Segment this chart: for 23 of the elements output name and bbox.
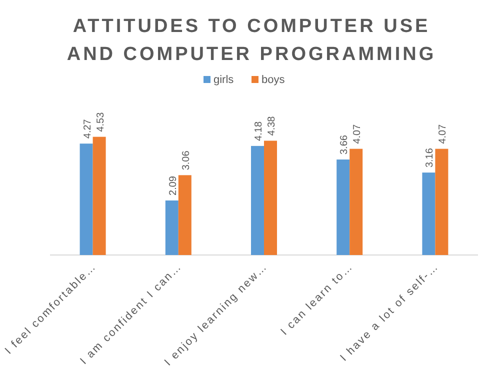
data-label: 4.27 (82, 118, 94, 139)
bar (435, 148, 448, 255)
bar (350, 148, 363, 255)
bar (251, 146, 264, 255)
data-label: 4.18 (254, 121, 264, 141)
bar (92, 136, 106, 255)
data-label: 3.66 (339, 134, 350, 155)
data-label: 4.07 (352, 124, 364, 144)
data-label: 3.16 (424, 148, 436, 168)
chart-title: ATTITUDES TO COMPUTER USE AND COMPUTER PROGRAMMING (66, 16, 436, 65)
data-label: 3.06 (180, 150, 192, 170)
bar (165, 200, 178, 255)
bar (80, 144, 93, 255)
bar (336, 160, 350, 255)
data-label: 4.53 (95, 112, 106, 132)
legend-label: boys (262, 74, 286, 86)
legend-label: girls (214, 74, 234, 86)
bar (264, 140, 277, 255)
bar (422, 172, 436, 255)
data-label: 4.38 (266, 116, 278, 136)
data-label: 4.07 (438, 124, 449, 144)
bar (178, 175, 192, 255)
data-label: 2.09 (168, 176, 179, 196)
